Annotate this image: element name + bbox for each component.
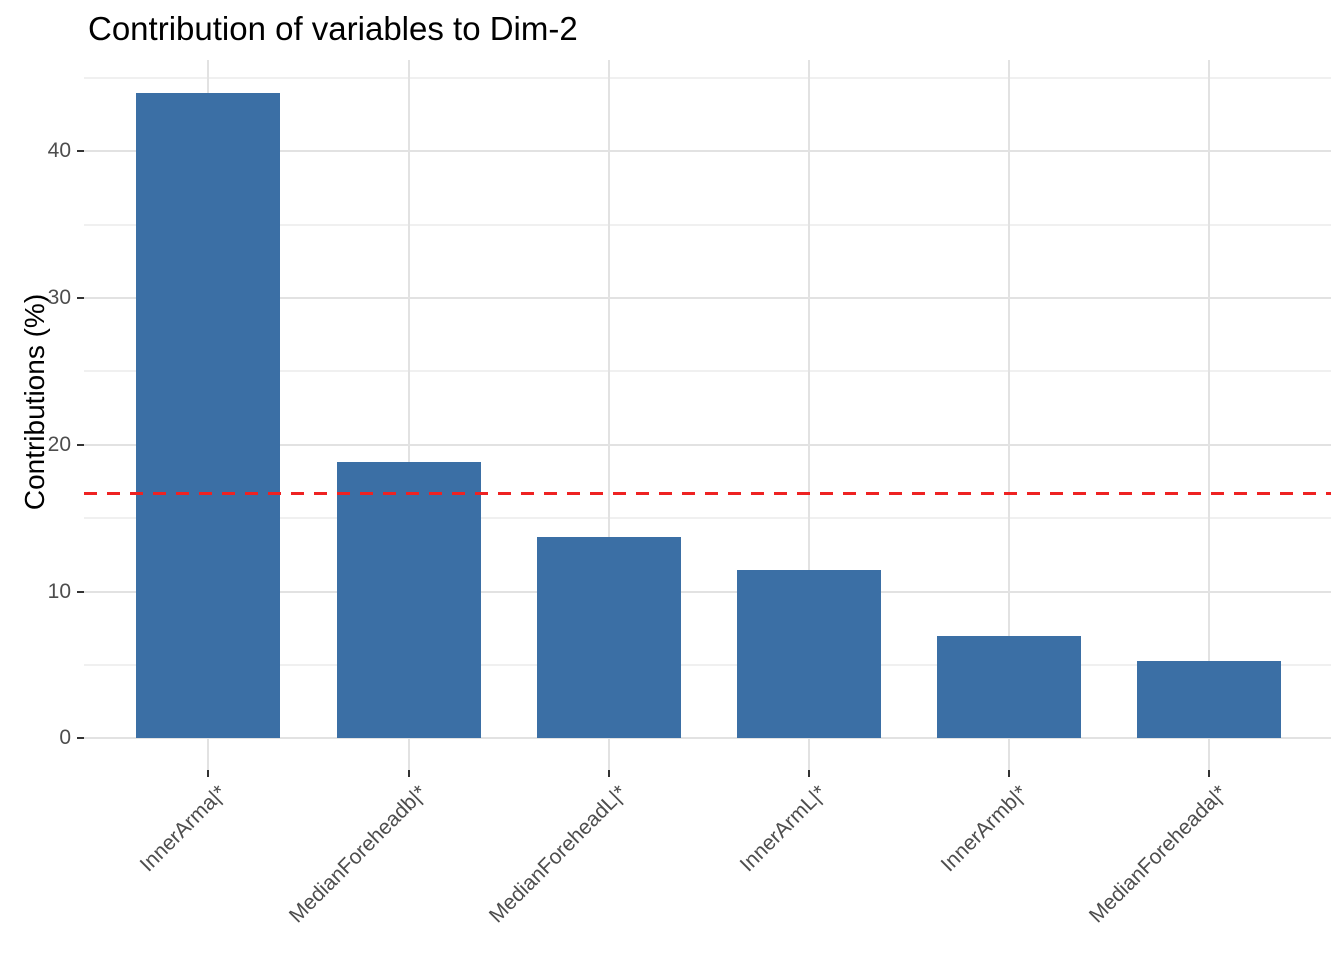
x-tick-label-5: MedianForeheada|*: [1085, 781, 1232, 928]
bar-MedianForeheadL|*: [536, 537, 681, 739]
y-tick-label-40: 40: [47, 139, 71, 163]
gridline-major-y-10: [84, 590, 1331, 593]
bar-InnerArma|*: [136, 92, 281, 739]
gridline-x-category-3: [808, 60, 810, 770]
y-tick-label-20: 20: [47, 432, 71, 456]
x-tick-label-2: MedianForeheadL|*: [484, 781, 632, 928]
x-tick-mark-5: [1208, 770, 1211, 777]
x-tick-mark-2: [607, 770, 610, 777]
bar-InnerArmL|*: [737, 569, 881, 739]
y-tick-mark-20: [77, 443, 84, 446]
gridline-major-y-30: [84, 297, 1331, 300]
y-tick-mark-30: [77, 297, 84, 300]
gridline-minor-y-25: [84, 370, 1331, 373]
x-tick-label-0: InnerArma|*: [135, 781, 231, 877]
y-tick-mark-0: [77, 737, 84, 740]
x-tick-label-4: InnerArmb|*: [936, 781, 1032, 877]
gridline-x-category-5: [1208, 60, 1211, 770]
bar-MedianForeheada|*: [1137, 660, 1282, 739]
reference-line-dashed: [84, 491, 1331, 495]
x-tick-label-1: MedianForeheadb|*: [284, 781, 431, 928]
gridline-major-y-40: [84, 150, 1331, 153]
x-tick-mark-3: [808, 770, 810, 777]
gridline-minor-y-15: [84, 517, 1331, 520]
y-tick-label-10: 10: [47, 579, 71, 603]
x-tick-mark-0: [207, 770, 210, 777]
gridline-major-y-0: [84, 737, 1331, 740]
x-tick-mark-1: [407, 770, 410, 777]
chart-title: Contribution of variables to Dim-2: [88, 10, 578, 47]
gridline-x-category-1: [407, 60, 410, 770]
gridline-x-category-2: [607, 60, 610, 770]
y-tick-label-30: 30: [47, 286, 71, 310]
gridline-major-y-20: [84, 443, 1331, 446]
y-tick-label-0: 0: [59, 726, 71, 750]
x-tick-mark-4: [1008, 770, 1011, 777]
plot-panel: [84, 60, 1331, 770]
y-tick-mark-10: [77, 590, 84, 593]
gridline-minor-y-5: [84, 663, 1331, 666]
gridline-minor-y-35: [84, 223, 1331, 226]
bar-InnerArmb|*: [937, 635, 1082, 739]
gridline-x-category-4: [1008, 60, 1011, 770]
y-tick-mark-40: [77, 150, 84, 153]
bar-MedianForeheadb|*: [336, 462, 481, 739]
x-tick-label-3: InnerArmL|*: [736, 781, 832, 877]
gridline-minor-y-45: [84, 76, 1331, 79]
